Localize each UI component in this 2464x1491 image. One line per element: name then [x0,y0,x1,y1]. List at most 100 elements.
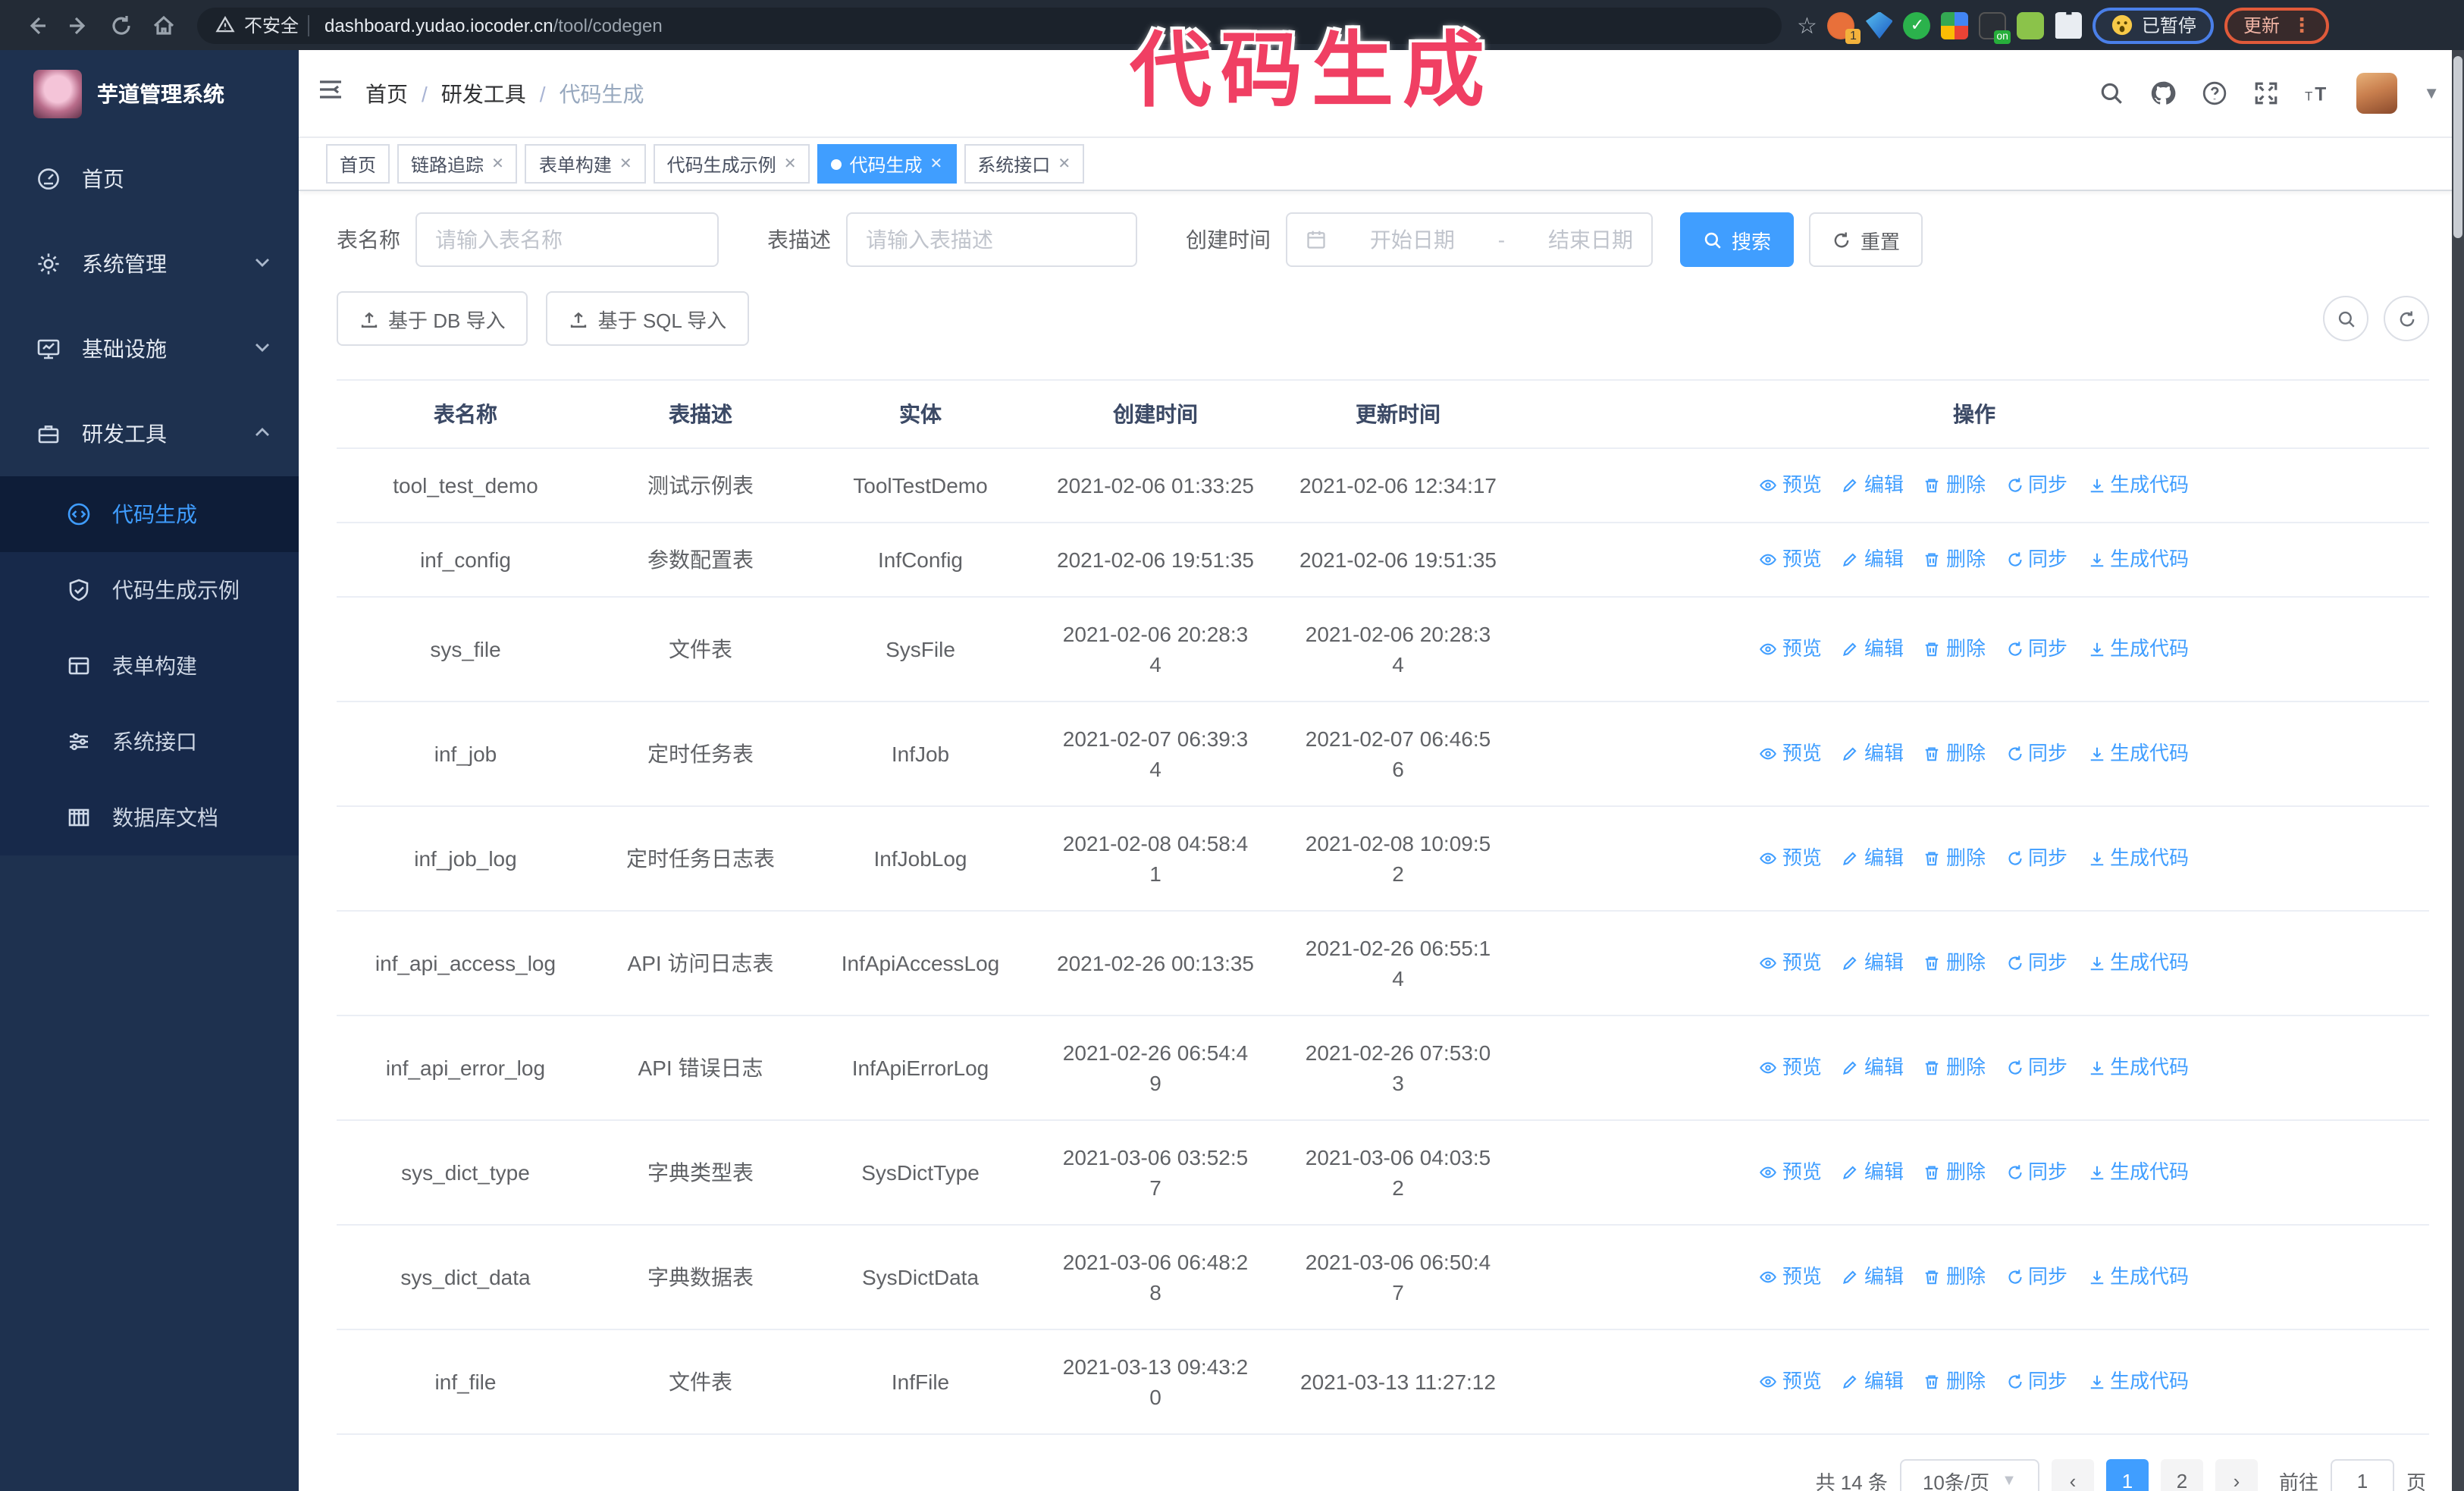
tab-codegen[interactable]: 代码生成 ✕ [817,144,957,184]
extension-grid-icon[interactable] [1941,11,1969,39]
table-row[interactable]: sys_dict_type 字典类型表 SysDictType 2021-03-… [337,1120,2429,1226]
browser-menu-icon[interactable]: ⋮ [2291,13,2312,36]
row-action-edit[interactable]: 编辑 [1842,1157,1904,1188]
table-row[interactable]: inf_job 定时任务表 InfJob 2021-02-07 06:39:3 … [337,702,2429,807]
close-icon[interactable]: ✕ [783,155,797,172]
sidebar-item-system-api[interactable]: 系统接口 [0,704,299,780]
sidebar-item-form-builder[interactable]: 表单构建 [0,628,299,704]
row-action-sync[interactable]: 同步 [2005,1262,2067,1292]
row-action-generate[interactable]: 生成代码 [2087,545,2189,575]
close-icon[interactable]: ✕ [619,155,632,172]
toggle-search-button[interactable] [2323,296,2368,341]
row-action-sync[interactable]: 同步 [2005,470,2067,501]
row-action-edit[interactable]: 编辑 [1842,843,1904,874]
extension-dark-icon[interactable]: on [1979,11,2011,43]
row-action-preview[interactable]: 预览 [1760,634,1822,664]
row-action-preview[interactable]: 预览 [1760,1367,1822,1397]
import-sql-button[interactable]: 基于 SQL 导入 [546,291,750,346]
help-icon[interactable] [2202,80,2227,106]
start-date-placeholder[interactable]: 开始日期 [1369,228,1455,252]
sidebar-item-system[interactable]: 系统管理 [0,221,299,306]
page-scrollbar[interactable] [2452,50,2464,1491]
row-action-delete[interactable]: 删除 [1923,948,1986,978]
logo[interactable]: 芋道管理系统 [0,50,299,137]
row-action-sync[interactable]: 同步 [2005,545,2067,575]
avatar[interactable] [2356,73,2398,114]
table-row[interactable]: tool_test_demo 测试示例表 ToolTestDemo 2021-0… [337,448,2429,523]
row-action-preview[interactable]: 预览 [1760,843,1822,874]
tab-home[interactable]: 首页 [326,144,390,184]
tab-system-api[interactable]: 系统接口 ✕ [964,144,1085,184]
row-action-sync[interactable]: 同步 [2005,1367,2067,1397]
row-action-generate[interactable]: 生成代码 [2087,634,2189,664]
sidebar-item-infra[interactable]: 基础设施 [0,306,299,391]
row-action-edit[interactable]: 编辑 [1842,470,1904,501]
browser-reload-icon[interactable] [100,4,143,46]
table-name-input[interactable]: 请输入表名称 [415,212,719,267]
row-action-delete[interactable]: 删除 [1923,1367,1986,1397]
row-action-delete[interactable]: 删除 [1923,545,1986,575]
row-action-generate[interactable]: 生成代码 [2087,1262,2189,1292]
import-db-button[interactable]: 基于 DB 导入 [337,291,528,346]
bookmark-star-icon[interactable]: ☆ [1797,13,1817,39]
table-row[interactable]: inf_job_log 定时任务日志表 InfJobLog 2021-02-08… [337,806,2429,912]
row-action-preview[interactable]: 预览 [1760,1053,1822,1083]
close-icon[interactable]: ✕ [1058,155,1071,172]
table-desc-input[interactable]: 请输入表描述 [846,212,1137,267]
close-icon[interactable]: ✕ [929,155,943,172]
sidebar-item-db-doc[interactable]: 数据库文档 [0,780,299,855]
sidebar-item-codegen[interactable]: 代码生成 [0,476,299,552]
row-action-delete[interactable]: 删除 [1923,470,1986,501]
row-action-edit[interactable]: 编辑 [1842,634,1904,664]
scrollbar-thumb[interactable] [2453,56,2462,238]
refresh-table-button[interactable] [2384,296,2429,341]
puzzle-extension-icon[interactable] [2055,11,2083,39]
goto-page-input[interactable]: 1 [2330,1459,2394,1491]
browser-forward-icon[interactable] [58,4,100,46]
row-action-preview[interactable]: 预览 [1760,1262,1822,1292]
row-action-edit[interactable]: 编辑 [1842,1053,1904,1083]
github-icon[interactable] [2150,80,2176,106]
row-action-generate[interactable]: 生成代码 [2087,1157,2189,1188]
row-action-preview[interactable]: 预览 [1760,470,1822,501]
search-icon[interactable] [2099,80,2124,106]
prev-page-button[interactable]: ‹ [2051,1459,2094,1491]
end-date-placeholder[interactable]: 结束日期 [1547,228,1633,252]
row-action-preview[interactable]: 预览 [1760,545,1822,575]
row-action-delete[interactable]: 删除 [1923,1157,1986,1188]
sidebar-item-codegen-example[interactable]: 代码生成示例 [0,552,299,628]
browser-back-icon[interactable] [15,4,58,46]
row-action-generate[interactable]: 生成代码 [2087,1053,2189,1083]
search-button[interactable]: 搜索 [1680,212,1795,267]
page-1-button[interactable]: 1 [2105,1459,2149,1491]
fullscreen-icon[interactable] [2253,80,2279,106]
row-action-delete[interactable]: 删除 [1923,739,1986,769]
table-row[interactable]: inf_api_access_log API 访问日志表 InfApiAcces… [337,911,2429,1016]
reset-button[interactable]: 重置 [1809,212,1923,267]
row-action-generate[interactable]: 生成代码 [2087,739,2189,769]
date-range-picker[interactable]: 开始日期 - 结束日期 [1286,212,1653,267]
page-2-button[interactable]: 2 [2160,1459,2203,1491]
tab-codegen-example[interactable]: 代码生成示例 ✕ [653,144,810,184]
paused-badge[interactable]: 已暂停 [2093,7,2215,43]
row-action-sync[interactable]: 同步 [2005,739,2067,769]
tab-form-builder[interactable]: 表单构建 ✕ [525,144,646,184]
row-action-delete[interactable]: 删除 [1923,843,1986,874]
row-action-edit[interactable]: 编辑 [1842,739,1904,769]
row-action-sync[interactable]: 同步 [2005,1157,2067,1188]
browser-home-icon[interactable] [143,4,185,46]
row-action-sync[interactable]: 同步 [2005,1053,2067,1083]
tab-tracing[interactable]: 链路追踪 ✕ [397,144,518,184]
row-action-generate[interactable]: 生成代码 [2087,843,2189,874]
table-row[interactable]: sys_file 文件表 SysFile 2021-02-06 20:28:3 … [337,597,2429,702]
address-bar[interactable]: 不安全 dashboard.yudao.iocoder.cn/tool/code… [197,7,1782,43]
extension-green-icon[interactable] [2017,11,2045,39]
table-row[interactable]: inf_file 文件表 InfFile 2021-03-13 09:43:2 … [337,1329,2429,1435]
next-page-button[interactable]: › [2215,1459,2258,1491]
row-action-preview[interactable]: 预览 [1760,948,1822,978]
sidebar-item-home[interactable]: 首页 [0,137,299,221]
sidebar-item-devtools[interactable]: 研发工具 [0,391,299,476]
page-size-select[interactable]: 10条/页 ▼ [1899,1459,2039,1491]
row-action-delete[interactable]: 删除 [1923,634,1986,664]
extension-check-icon[interactable]: ✓ [1903,11,1931,39]
